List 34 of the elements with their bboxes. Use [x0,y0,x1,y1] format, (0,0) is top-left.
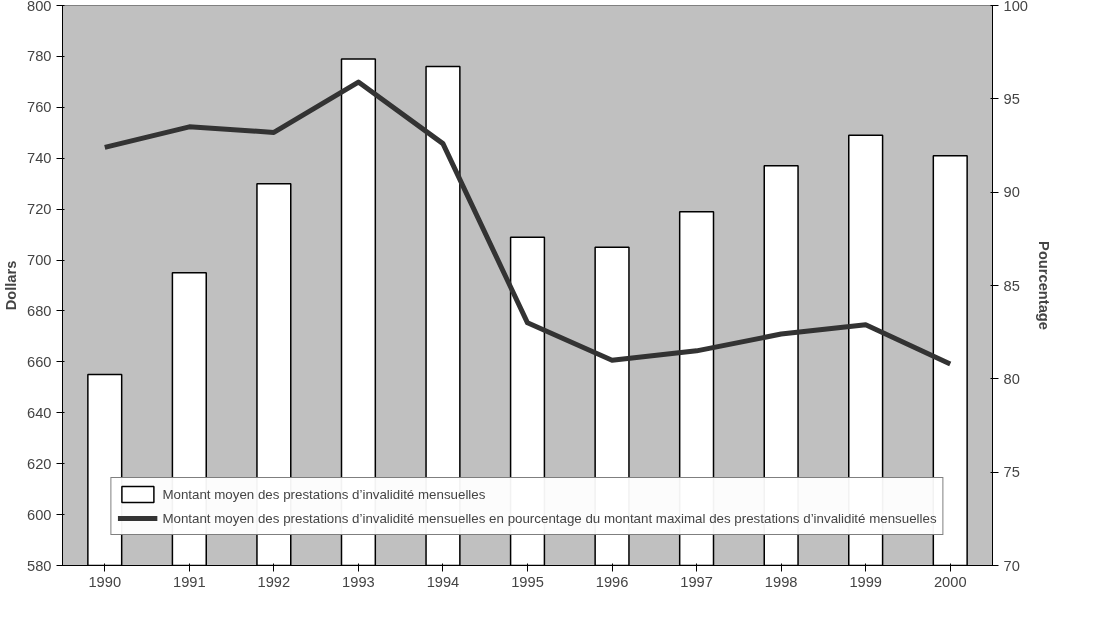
y-axis-title: Dollars [3,260,20,311]
x-tick-label: 1993 [342,573,375,590]
x-tick-label: 1992 [257,573,291,590]
x-tick-label: 1996 [595,573,629,590]
y2-tick-label: 70 [1003,557,1020,574]
y-tick-label: 580 [27,557,52,574]
y-tick-label: 760 [27,99,52,116]
x-tick-label: 1995 [511,573,544,590]
y2-tick-label: 90 [1003,184,1020,201]
y-tick-label: 800 [27,0,52,14]
y2-tick-label: 75 [1003,464,1020,481]
y-tick-label: 640 [27,404,52,421]
x-tick-label: 1991 [173,573,206,590]
x-tick-label: 2000 [933,573,967,590]
x-tick-label: 1994 [426,573,460,590]
y-tick-label: 780 [27,48,52,65]
y2-tick-label: 100 [1003,0,1028,14]
x-tick-label: 1997 [680,573,713,590]
y-tick-label: 600 [27,506,52,523]
x-tick-label: 1998 [764,573,798,590]
legend-label: Montant moyen des prestations d’invalidité mensuelles en pourcentage du montant maximal des prestations d’invalidité mensuelles [162,510,937,526]
y-tick-label: 680 [27,302,52,319]
y2-tick-label: 95 [1003,90,1020,107]
y-tick-label: 740 [27,150,52,167]
y2-tick-label: 85 [1003,277,1020,294]
x-tick-label: 1999 [849,573,882,590]
legend-label: Montant moyen des prestations d’invalidité mensuelles [162,486,486,502]
x-tick-label: 1990 [88,573,122,590]
y-tick-label: 620 [27,455,52,472]
y2-tick-label: 80 [1003,370,1020,387]
y-tick-label: 660 [27,353,52,370]
y2-axis-title: Pourcentage [1035,241,1052,330]
y-tick-label: 720 [27,201,52,218]
y-tick-label: 700 [27,252,52,269]
